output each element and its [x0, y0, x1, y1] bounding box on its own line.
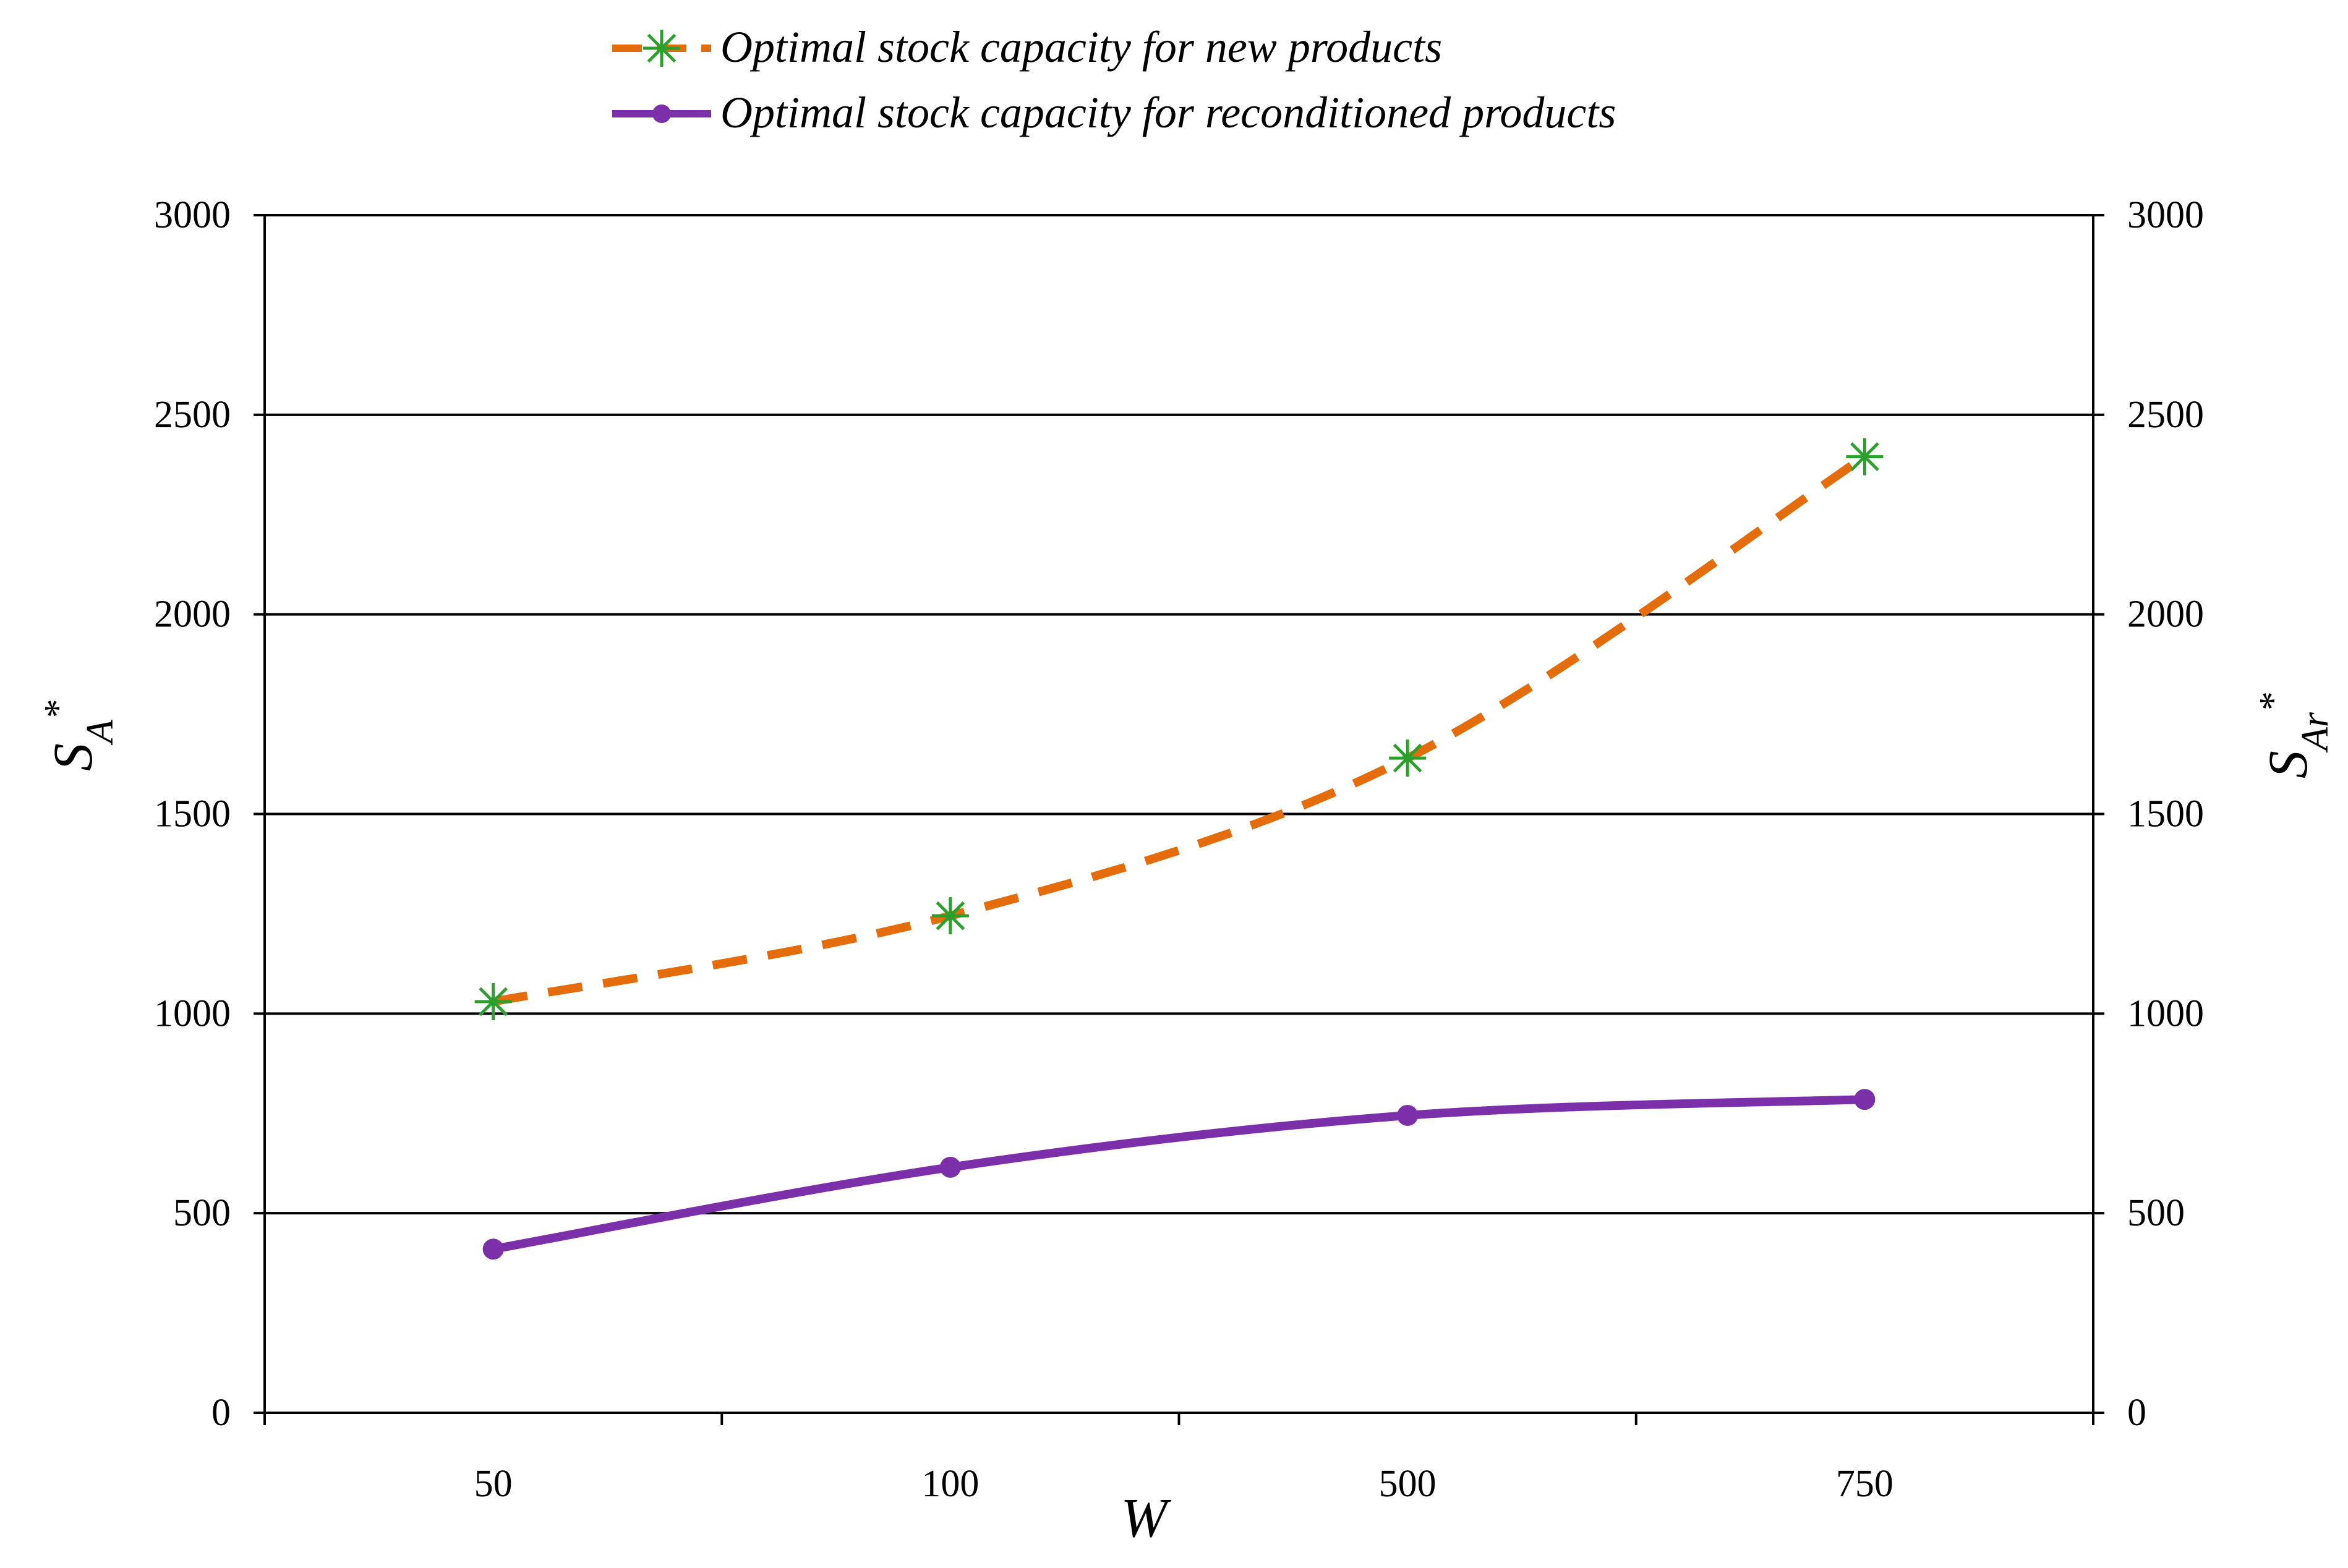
point-reconditioned-products-500: [1397, 1104, 1419, 1126]
x-tick-label-500: 500: [1379, 1463, 1437, 1505]
point-new-products-750: [1846, 438, 1884, 475]
x-tick-label-750: 750: [1836, 1463, 1893, 1505]
series-line-new-products: [492, 453, 1868, 1006]
x-axis-title: W: [1121, 1488, 1172, 1549]
y2-tick-label-500: 500: [2127, 1192, 2185, 1234]
y2-tick-label-0: 0: [2127, 1392, 2146, 1434]
point-reconditioned-products-100: [939, 1156, 961, 1178]
y-tick-label-3000: 3000: [154, 194, 231, 236]
axes: [254, 214, 2104, 1425]
y-axis-title-sub: A: [79, 719, 121, 746]
y-tick-label-500: 500: [173, 1192, 231, 1234]
y-tick-label-2500: 2500: [154, 394, 231, 436]
x-tick-label-50: 50: [474, 1463, 513, 1505]
y2-axis-title-main: S: [2258, 751, 2319, 778]
y2-tick-label-2500: 2500: [2127, 394, 2204, 436]
y-axis-title: SA*: [37, 701, 121, 771]
y-axis-title-main: S: [43, 743, 104, 771]
point-new-products-100: [931, 897, 969, 935]
svg-text:SA*: SA*: [37, 701, 121, 771]
legend-entry-new-products: Optimal stock capacity for new products: [612, 22, 1442, 72]
y2-tick-label-3000: 3000: [2127, 194, 2204, 236]
legend-marker-reconditioned-products: [652, 104, 671, 123]
point-reconditioned-products-750: [1854, 1089, 1876, 1110]
legend-marker-new-products: [643, 30, 680, 67]
series: [474, 438, 1884, 1260]
legend: Optimal stock capacity for new products …: [612, 22, 1616, 137]
legend-label-reconditioned-products: Optimal stock capacity for reconditioned…: [720, 88, 1616, 137]
y-axis-title-sup: *: [37, 701, 79, 720]
y-tick-label-1500: 1500: [154, 793, 231, 835]
point-reconditioned-products-50: [482, 1238, 504, 1260]
legend-asterisk-new-products: [643, 30, 680, 67]
y-tick-label-0: 0: [211, 1392, 231, 1434]
y2-axis-title-sup: *: [2252, 693, 2294, 712]
y2-axis-title: SAr*: [2252, 693, 2336, 778]
tick-labels: 0 0 500 500 1000 1000 1500 1500 2000 2000 2500 2500…: [154, 194, 2204, 1505]
series-line-reconditioned-products: [492, 1095, 1865, 1254]
legend-label-new-products: Optimal stock capacity for new products: [720, 22, 1442, 72]
svg-text:SAr*: SAr*: [2252, 693, 2336, 778]
gridlines: [265, 413, 2093, 1215]
y2-axis-title-sub: Ar: [2294, 712, 2336, 753]
y-tick-label-1000: 1000: [154, 992, 231, 1034]
y2-tick-label-2000: 2000: [2127, 594, 2204, 636]
legend-entry-reconditioned-products: Optimal stock capacity for reconditioned…: [612, 88, 1616, 137]
point-new-products-500: [1389, 739, 1427, 777]
x-tick-label-100: 100: [921, 1463, 979, 1505]
y2-tick-label-1000: 1000: [2127, 992, 2204, 1034]
point-new-products-50: [474, 982, 512, 1020]
y2-tick-label-1500: 1500: [2127, 793, 2204, 835]
y-tick-label-2000: 2000: [154, 594, 231, 636]
